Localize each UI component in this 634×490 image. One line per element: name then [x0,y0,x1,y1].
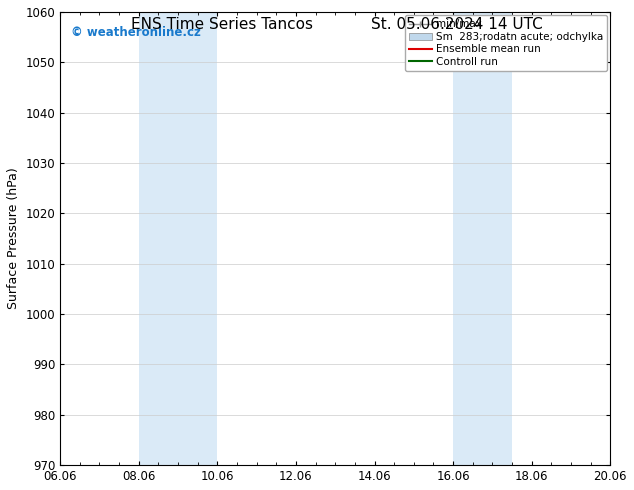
Text: © weatheronline.cz: © weatheronline.cz [71,25,201,39]
Legend: min/max, Sm  283;rodatn acute; odchylka, Ensemble mean run, Controll run: min/max, Sm 283;rodatn acute; odchylka, … [404,15,607,71]
Text: St. 05.06.2024 14 UTC: St. 05.06.2024 14 UTC [371,17,542,32]
Bar [139,12,217,465]
Bar [453,12,512,465]
Y-axis label: Surface Pressure (hPa): Surface Pressure (hPa) [7,168,20,310]
Text: ENS Time Series Tancos: ENS Time Series Tancos [131,17,313,32]
